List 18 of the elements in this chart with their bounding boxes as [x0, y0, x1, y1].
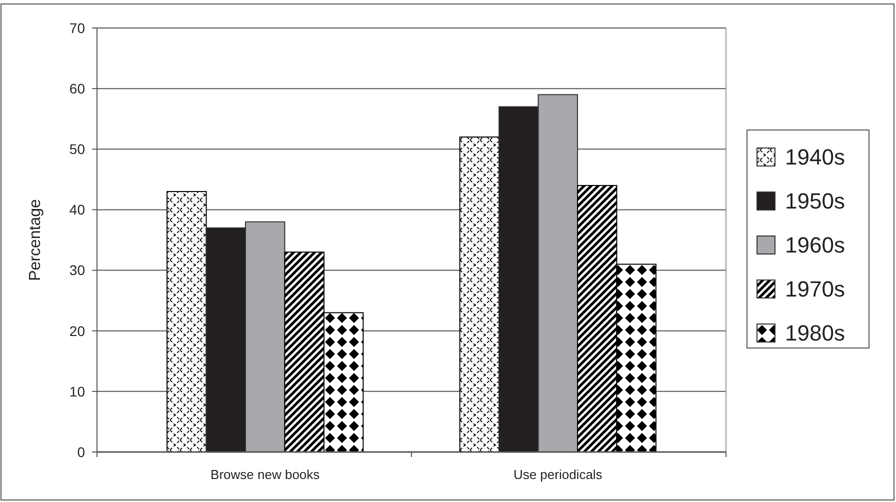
legend-label: 1980s — [785, 320, 845, 346]
y-tick-label: 40 — [69, 202, 86, 218]
y-tick-label: 70 — [69, 20, 86, 36]
bar — [166, 191, 207, 452]
y-tick-label: 20 — [69, 322, 86, 339]
y-tick-label: 60 — [69, 80, 86, 96]
legend-label: 1960s — [785, 232, 845, 258]
y-tick-label: 0 — [77, 444, 86, 460]
y-tick-label: 50 — [69, 141, 86, 158]
x-tick-label: Use periodicals — [513, 467, 603, 482]
x-tick-label: Browse new books — [210, 467, 320, 482]
legend-label: 1970s — [785, 276, 845, 302]
legend-label: 1950s — [785, 188, 845, 214]
legend-label: 1940s — [785, 144, 845, 170]
bar — [459, 136, 500, 452]
y-tick-label: 30 — [69, 262, 86, 278]
y-axis-title: Percentage — [27, 198, 44, 281]
y-tick-label: 10 — [69, 383, 86, 400]
